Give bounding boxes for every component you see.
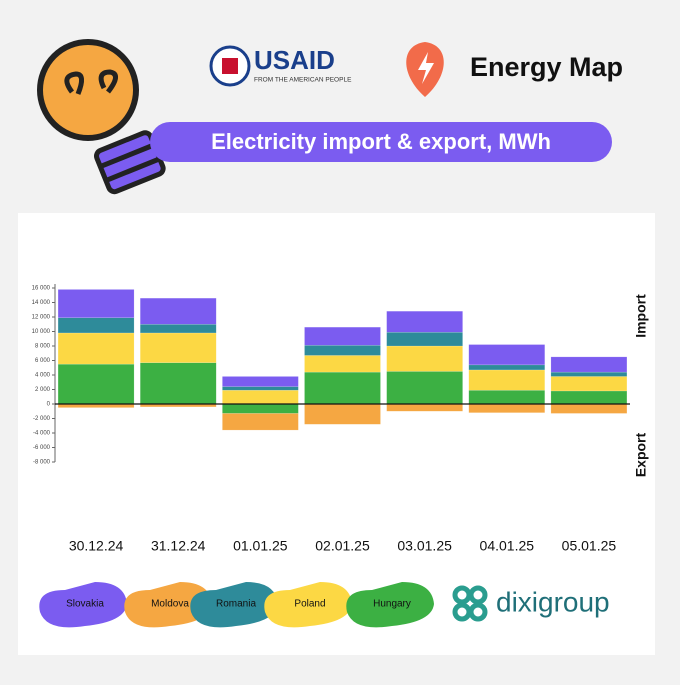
legend-swatch xyxy=(39,582,127,628)
legend-swatch xyxy=(124,582,212,628)
legend-swatch xyxy=(346,582,434,628)
x-tick-label: 04.01.25 xyxy=(480,538,535,554)
bar-segment xyxy=(57,332,135,365)
bar-segment xyxy=(386,403,463,412)
legend-label: Moldova xyxy=(151,599,189,610)
export-label: Export xyxy=(633,432,649,477)
import-label: Import xyxy=(633,294,649,338)
bar-segment xyxy=(468,364,546,371)
bar-segment xyxy=(550,376,628,392)
x-tick-label: 01.01.25 xyxy=(233,538,288,554)
legend-label: Romania xyxy=(216,599,256,610)
bar-segment xyxy=(304,355,381,373)
legend: Slovakia Moldova Romania Poland Hungary xyxy=(39,582,434,628)
bar-segment xyxy=(222,386,299,391)
usaid-sub: FROM THE AMERICAN PEOPLE xyxy=(254,77,352,84)
chart: -8 000 -6 000 -4 000 -2 000 0 2 000 4 000 6 000… xyxy=(32,284,630,554)
x-tick-label: 30.12.24 xyxy=(69,538,124,554)
bar-segment xyxy=(386,371,463,405)
bar-segment xyxy=(550,371,628,377)
bar-segment xyxy=(386,345,463,372)
y-tick-label: 6 000 xyxy=(35,358,51,364)
card xyxy=(18,213,655,655)
bar-segment xyxy=(139,362,217,405)
bar-segment xyxy=(57,289,135,318)
chart-title: Electricity import & export, MWh xyxy=(211,129,551,154)
bar-segment xyxy=(222,389,299,405)
y-tick-label: -4 000 xyxy=(33,431,51,437)
bar-segment xyxy=(222,413,299,431)
bar-segment xyxy=(57,363,135,405)
bar-segment xyxy=(386,331,463,347)
title-pill xyxy=(150,122,612,162)
y-tick-label: 10 000 xyxy=(32,329,51,335)
bar-segment xyxy=(468,403,546,413)
y-tick-label: 16 000 xyxy=(32,286,51,292)
bar-segment xyxy=(468,344,546,366)
usaid-logo: USAID xyxy=(254,45,335,75)
bar-segment xyxy=(222,376,299,387)
y-tick-label: -2 000 xyxy=(33,416,51,422)
bar-segment xyxy=(139,324,217,334)
bar-segment xyxy=(304,326,381,346)
brand-name: Energy Map xyxy=(470,52,623,82)
bar-segment xyxy=(139,297,217,325)
bar-segment xyxy=(468,389,546,405)
x-tick-label: 03.01.25 xyxy=(397,538,452,554)
y-tick-label: 0 xyxy=(47,402,51,408)
y-tick-label: 8 000 xyxy=(35,344,51,350)
bar-segment xyxy=(550,356,628,373)
y-tick-label: -8 000 xyxy=(33,460,51,466)
x-tick-label: 05.01.25 xyxy=(562,538,617,554)
y-tick-label: 14 000 xyxy=(32,300,51,306)
bar-segment xyxy=(304,403,381,425)
y-tick-label: 12 000 xyxy=(32,315,51,321)
x-tick-label: 31.12.24 xyxy=(151,538,206,554)
legend-label: Poland xyxy=(294,599,325,610)
bar-segment xyxy=(304,371,381,405)
dixi-icon xyxy=(452,585,488,622)
legend-swatch xyxy=(190,582,278,628)
bar-segment xyxy=(304,345,381,356)
bar-segment xyxy=(386,310,463,333)
legend-label: Hungary xyxy=(373,599,411,610)
bar-segment xyxy=(222,403,299,414)
legend-label: Slovakia xyxy=(66,599,104,610)
legend-swatch xyxy=(264,582,352,628)
y-tick-label: -6 000 xyxy=(33,445,51,451)
bar-segment xyxy=(468,369,546,391)
y-tick-label: 2 000 xyxy=(35,387,51,393)
bar-segment xyxy=(550,390,628,405)
bar-segment xyxy=(550,403,628,414)
usaid-seal-inner xyxy=(222,58,238,74)
brand-bolt xyxy=(418,52,434,84)
y-tick-label: 4 000 xyxy=(35,373,51,379)
bar-segment xyxy=(57,317,135,334)
dixi-logo: dixigroup xyxy=(496,586,610,617)
x-tick-label: 02.01.25 xyxy=(315,538,370,554)
bar-segment xyxy=(139,332,217,363)
